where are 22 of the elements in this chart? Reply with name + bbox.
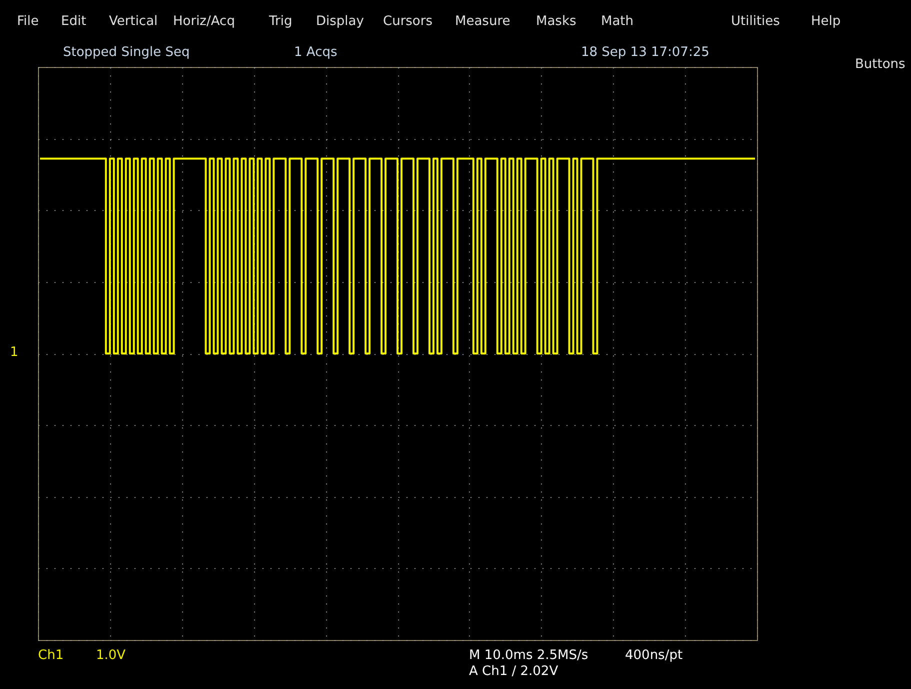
text: File bbox=[17, 14, 39, 29]
text: Utilities bbox=[731, 14, 780, 29]
text: Horiz/Acq bbox=[173, 14, 235, 29]
text: Stopped Single Seq bbox=[63, 45, 190, 60]
text: Buttons bbox=[855, 57, 906, 72]
text: M 10.0ms 2.5MS/s bbox=[469, 648, 588, 663]
text: 1 Acqs bbox=[294, 45, 338, 60]
text: Math bbox=[601, 14, 634, 29]
text: Help bbox=[811, 14, 841, 29]
text: Cursors bbox=[383, 14, 433, 29]
text: Ch1 bbox=[38, 648, 64, 663]
text: Vertical bbox=[109, 14, 158, 29]
text: 18 Sep 13 17:07:25 bbox=[581, 45, 710, 60]
text: 400ns/pt bbox=[625, 648, 683, 663]
text: Masks bbox=[536, 14, 576, 29]
text: Edit bbox=[61, 14, 86, 29]
text: Trig bbox=[268, 14, 292, 29]
text: 1.0V bbox=[96, 648, 126, 663]
text: Measure bbox=[455, 14, 510, 29]
text: 1 bbox=[10, 345, 18, 360]
text: Display bbox=[316, 14, 364, 29]
text: A Ch1 / 2.02V bbox=[469, 664, 558, 679]
